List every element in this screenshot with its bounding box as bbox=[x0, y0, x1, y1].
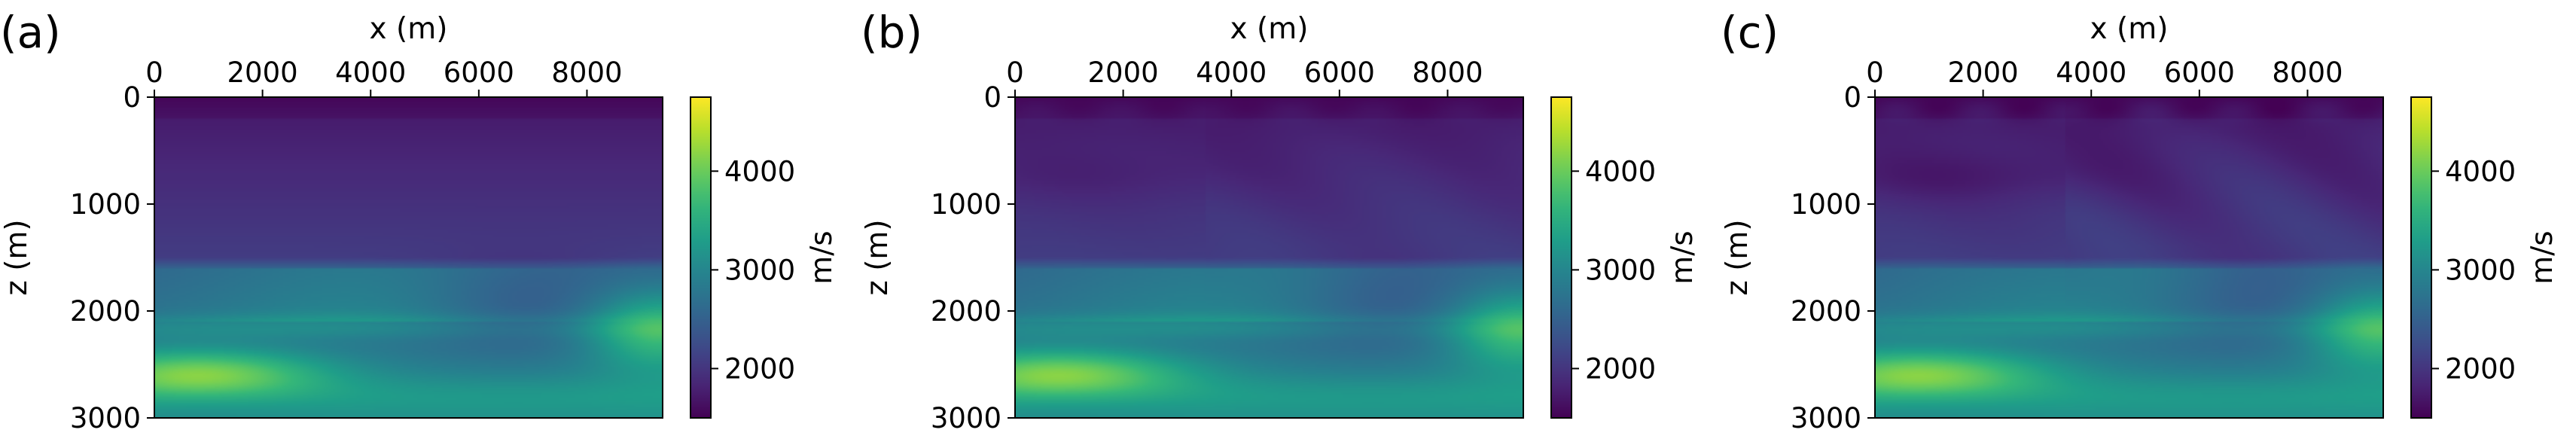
plot-frame bbox=[1014, 96, 1524, 419]
velocity-heatmap bbox=[154, 97, 663, 418]
panel-label: (c) bbox=[1721, 7, 1779, 58]
panel-c: (c) 0 2000 4000 6000 8000 x (m) 0 1000 2000 3000 z … bbox=[1721, 7, 2559, 434]
y-tick-label: 0 bbox=[1843, 81, 1861, 114]
colorbar-label: m/s bbox=[2526, 230, 2559, 284]
y-tick-label: 3000 bbox=[931, 402, 1001, 434]
velocity-heatmap bbox=[1015, 97, 1523, 418]
x-tick-label: 6000 bbox=[444, 56, 514, 89]
colorbar-tick-label: 4000 bbox=[1585, 155, 1656, 187]
x-tick-label: 0 bbox=[1866, 56, 1884, 89]
y-tick-label: 1000 bbox=[1791, 188, 1861, 221]
y-tick-label: 2000 bbox=[931, 295, 1001, 328]
colorbar-tick-label: 4000 bbox=[724, 155, 795, 187]
x-tick-label: 4000 bbox=[2056, 56, 2126, 89]
colorbar-tick-label: 2000 bbox=[724, 352, 795, 385]
x-tick-label: 4000 bbox=[1196, 56, 1267, 89]
colorbar-label: m/s bbox=[1666, 230, 1700, 284]
plot-frame bbox=[154, 96, 663, 419]
colorbar bbox=[690, 96, 712, 419]
y-tick-label: 3000 bbox=[1791, 402, 1861, 434]
y-axis-label: z (m) bbox=[861, 219, 895, 295]
colorbar-tick-label: 2000 bbox=[1585, 352, 1656, 385]
x-tick-label: 8000 bbox=[1412, 56, 1483, 89]
velocity-heatmap bbox=[1875, 97, 2383, 418]
x-axis-label: x (m) bbox=[2090, 12, 2169, 46]
colorbar-tick-label: 3000 bbox=[2445, 254, 2516, 286]
panel-b: (b) 0 2000 4000 6000 8000 x (m) 0 1000 2000 3000 z … bbox=[861, 7, 1700, 434]
y-tick-label: 0 bbox=[983, 81, 1001, 114]
y-axis-label: z (m) bbox=[0, 219, 34, 295]
x-tick-label: 4000 bbox=[335, 56, 406, 89]
colorbar-label: m/s bbox=[805, 230, 839, 284]
x-tick-label: 6000 bbox=[2164, 56, 2235, 89]
y-tick-label: 1000 bbox=[931, 188, 1001, 221]
colorbar bbox=[2410, 96, 2432, 419]
y-axis-label: z (m) bbox=[1721, 219, 1754, 295]
x-tick-label: 2000 bbox=[1088, 56, 1159, 89]
y-tick-label: 3000 bbox=[70, 402, 141, 434]
panel-label: (b) bbox=[861, 7, 922, 58]
y-tick-label: 2000 bbox=[70, 295, 141, 328]
y-tick-label: 2000 bbox=[1791, 295, 1861, 328]
x-axis-label: x (m) bbox=[1230, 12, 1309, 46]
y-tick-label: 1000 bbox=[70, 188, 141, 221]
colorbar-tick-label: 4000 bbox=[2445, 155, 2516, 187]
x-tick-label: 8000 bbox=[551, 56, 622, 89]
x-tick-label: 8000 bbox=[2272, 56, 2343, 89]
colorbar-tick-label: 3000 bbox=[1585, 254, 1656, 286]
x-tick-label: 2000 bbox=[227, 56, 298, 89]
panel-a: (a) 0 2000 4000 6000 8000 x (m) 0 1000 2000 3000 z … bbox=[0, 7, 839, 434]
colorbar-tick-label: 3000 bbox=[724, 254, 795, 286]
x-tick-label: 6000 bbox=[1304, 56, 1375, 89]
x-tick-label: 0 bbox=[145, 56, 163, 89]
x-axis-label: x (m) bbox=[370, 12, 448, 46]
panel-label: (a) bbox=[0, 7, 61, 58]
plot-frame bbox=[1874, 96, 2384, 419]
y-tick-label: 0 bbox=[123, 81, 141, 114]
colorbar-tick-label: 2000 bbox=[2445, 352, 2516, 385]
colorbar bbox=[1550, 96, 1572, 419]
x-tick-label: 2000 bbox=[1948, 56, 2019, 89]
x-tick-label: 0 bbox=[1006, 56, 1024, 89]
